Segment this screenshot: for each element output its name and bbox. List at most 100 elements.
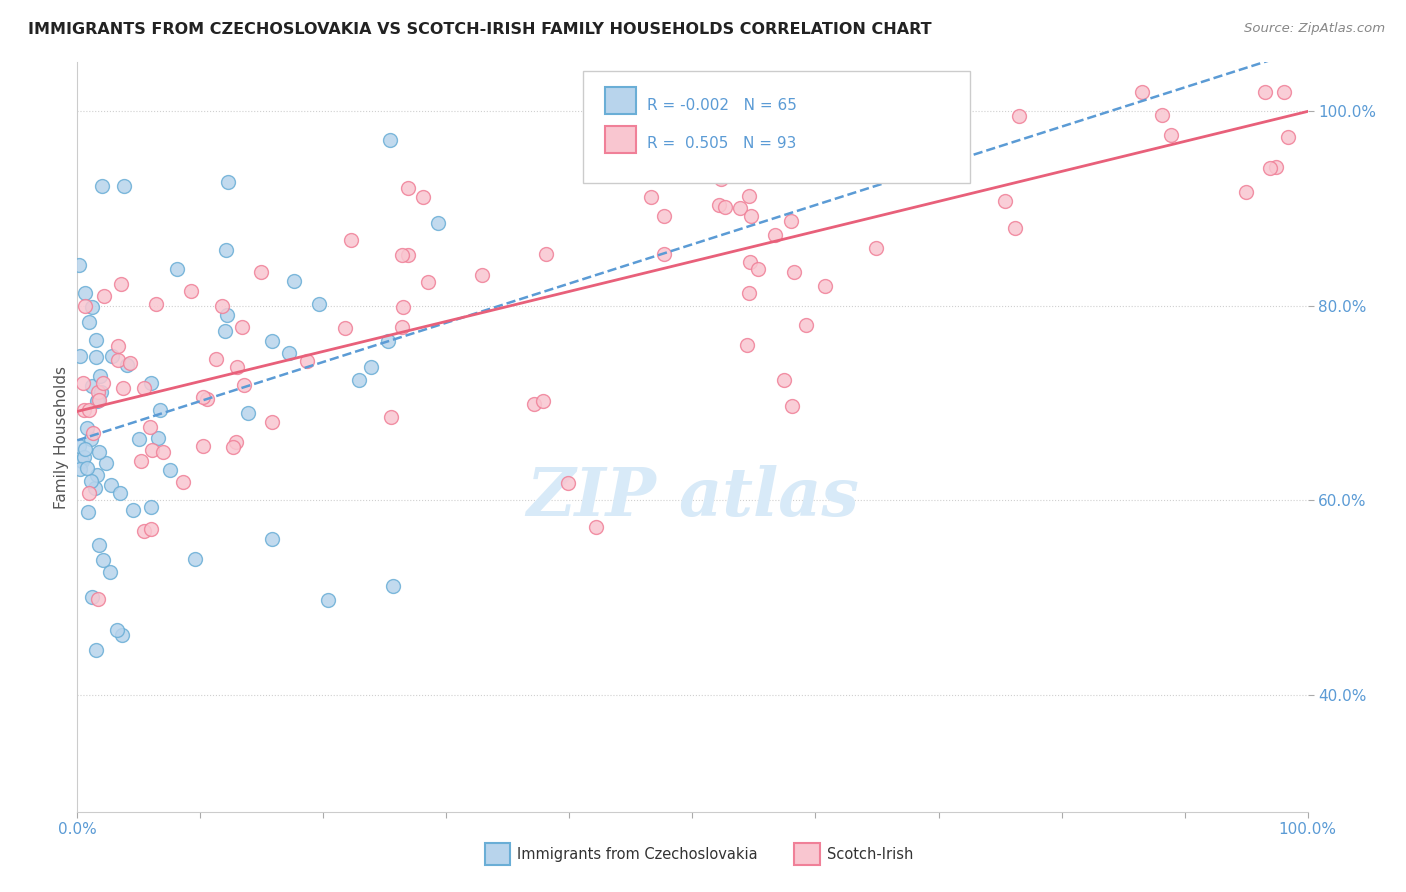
Point [139,376,162,391]
Point [100,478,122,492]
Point [134,381,156,395]
Point [557,475,579,490]
Text: Immigrants from Czechoslovakia: Immigrants from Czechoslovakia [517,847,758,862]
Point [1264,161,1286,175]
Point [780,214,803,228]
Point [231,320,253,334]
Point [70,454,93,468]
Point [84,481,107,495]
Point [796,318,818,332]
Point [740,255,762,269]
Point [112,178,135,193]
Point [471,268,494,283]
Point [652,247,675,261]
Point [427,215,450,229]
Point [87,393,110,408]
Point [87,538,110,552]
Point [783,264,806,278]
Point [139,420,162,434]
Point [747,262,769,277]
Point [183,552,205,566]
Point [1234,185,1257,199]
Point [108,486,131,500]
Point [101,349,124,363]
Point [84,333,107,347]
Point [217,308,239,322]
Point [80,300,103,314]
Point [1004,221,1026,235]
Point [380,133,402,147]
Point [260,533,283,547]
Point [73,403,96,417]
Point [87,385,110,400]
Point [77,403,100,417]
Point [90,384,112,399]
Point [149,403,172,417]
Point [77,315,100,329]
Point [1007,109,1029,123]
Point [76,505,98,519]
Point [166,262,188,277]
Point [69,349,91,363]
Point [523,397,546,411]
Text: Scotch-Irish: Scotch-Irish [827,847,912,862]
Point [90,179,112,194]
Point [87,445,110,459]
Point [75,299,97,313]
Point [1272,85,1295,99]
Point [86,468,108,483]
Point [1254,85,1277,99]
Point [335,320,357,334]
Point [80,433,103,447]
Point [159,463,181,477]
Text: IMMIGRANTS FROM CZECHOSLOVAKIA VS SCOTCH-IRISH FAMILY HOUSEHOLDS CORRELATION CHA: IMMIGRANTS FROM CZECHOSLOVAKIA VS SCOTCH… [28,22,932,37]
Point [381,578,404,592]
Point [765,228,787,243]
Point [77,485,100,500]
Point [531,393,554,408]
Point [740,209,762,223]
Point [250,264,273,278]
Point [225,435,247,450]
Point [131,454,153,468]
Point [222,440,245,454]
Point [238,406,260,420]
Point [391,319,413,334]
Point [69,462,91,476]
Point [107,352,129,367]
Point [931,85,953,99]
Point [1258,161,1281,176]
Point [91,376,114,390]
Point [110,277,132,291]
Point [117,358,139,372]
Point [640,190,662,204]
Point [86,394,108,409]
Point [360,360,382,375]
Point [534,247,557,261]
Point [295,353,318,368]
Point [141,500,163,515]
Point [98,565,121,579]
Point [211,299,233,313]
Point [93,553,115,567]
Point [1130,85,1153,99]
Point [380,409,402,424]
Point [901,85,924,99]
Point [728,202,751,216]
Point [308,297,330,311]
Point [67,258,90,272]
Point [180,284,202,298]
Point [76,420,98,434]
Point [84,643,107,657]
Point [107,339,129,353]
Point [112,381,135,395]
Point [340,233,363,247]
Point [737,286,759,301]
Text: Source: ZipAtlas.com: Source: ZipAtlas.com [1244,22,1385,36]
Point [233,378,256,392]
Point [128,432,150,446]
Point [87,592,110,607]
Point [191,439,214,453]
Point [76,461,98,475]
Point [813,278,835,293]
